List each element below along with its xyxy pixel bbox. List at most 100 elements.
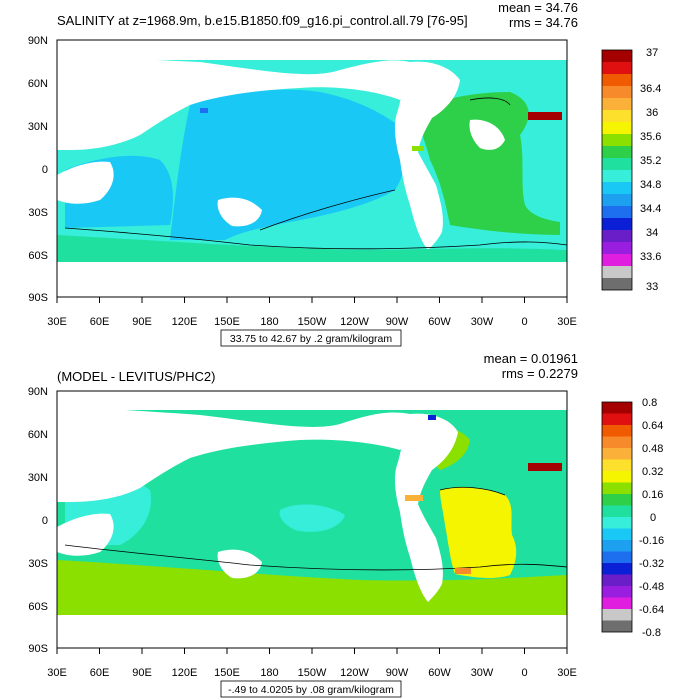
colorbar-label: -0.64 <box>639 604 664 616</box>
colorbar-swatch <box>602 206 632 218</box>
colorbar-swatch <box>602 597 632 609</box>
colorbar: 37 36.4 36 35.6 35.2 34.8 34.4 34 33.6 3… <box>601 47 661 293</box>
lat-tick-label: 90N <box>28 386 48 398</box>
colorbar-swatch <box>602 230 632 242</box>
colorbar-label: 0.64 <box>642 420 663 432</box>
lon-tick-label: 150W <box>298 316 327 328</box>
contour-line <box>259 189 396 231</box>
lon-tick-label: 0 <box>521 667 527 679</box>
arctic-land <box>57 40 567 55</box>
longitude-axis: 30E 60E 90E 120E 150E 180 150W 120W 90W … <box>47 316 577 328</box>
panel-difference: (MODEL - LEVITUS/PHC2) mean = 0.01961 rm… <box>28 351 664 698</box>
range-caption: -.49 to 4.0205 by .08 gram/kilogram <box>228 684 394 696</box>
colorbar-label: 0.8 <box>642 397 657 409</box>
lon-tick-label: 120E <box>172 316 198 328</box>
mid-atlantic-ridge-gap <box>469 119 505 150</box>
lon-tick-label: 60E <box>90 316 110 328</box>
colorbar-swatch <box>602 194 632 206</box>
colorbar-swatch <box>602 62 632 74</box>
southern-ocean-band <box>57 560 567 615</box>
latitude-axis: 90N 60N 30N 0 30S 60S 90S <box>28 35 48 304</box>
colorbar-swatch <box>602 425 632 437</box>
contour-line <box>439 486 506 496</box>
colorbar-swatch <box>602 218 632 230</box>
colorbar-swatch <box>602 620 632 632</box>
range-caption: 33.75 to 42.67 by .2 gram/kilogram <box>230 333 393 345</box>
lon-tick-label: 180 <box>260 316 278 328</box>
antarctica-land <box>57 615 567 648</box>
colorbar-swatch <box>602 540 632 552</box>
lon-tick-label: 90W <box>386 667 409 679</box>
colorbar-swatch <box>602 158 632 170</box>
colorbar-swatch <box>602 98 632 110</box>
colorbar-swatch <box>602 122 632 134</box>
lon-tick-label: 60W <box>428 316 451 328</box>
latitude-axis: 90N 60N 30N 0 30S 60S 90S <box>28 386 48 655</box>
colorbar-label: -0.16 <box>639 535 664 547</box>
blue-patch <box>428 415 436 420</box>
lon-tick-label: 60W <box>428 667 451 679</box>
lat-tick-label: 90N <box>28 35 48 47</box>
rms-label: rms = 34.76 <box>509 15 578 30</box>
longitude-axis: 30E 60E 90E 120E 150E 180 150W 120W 90W … <box>47 667 577 679</box>
colorbar-label: 0 <box>650 512 656 524</box>
eurasia-land <box>57 55 412 150</box>
lat-tick-label: 0 <box>42 515 48 527</box>
atlantic-saline-region <box>415 92 560 235</box>
colorbar-swatch <box>602 74 632 86</box>
colorbar-label: 33 <box>646 281 658 293</box>
tick-marks <box>56 648 568 654</box>
colorbar-swatch <box>602 505 632 517</box>
colorbar-label: 0.16 <box>642 489 663 501</box>
range-caption-box <box>220 329 402 347</box>
colorbar-label: 34 <box>646 227 658 239</box>
lon-tick-label: 60E <box>90 667 110 679</box>
colorbar-swatch <box>602 528 632 540</box>
blue-patch <box>200 108 208 113</box>
lat-tick-label: 60N <box>28 78 48 90</box>
rms-label: rms = 0.2279 <box>502 366 578 381</box>
antarctica-land <box>57 262 567 297</box>
colorbar-swatch <box>602 278 632 290</box>
colorbar-label: 34.8 <box>640 179 661 191</box>
lon-tick-label: 90W <box>386 316 409 328</box>
lon-tick-label: 180 <box>260 667 278 679</box>
colorbar-swatch <box>602 170 632 182</box>
colorbar-swatch <box>602 134 632 146</box>
panel-title: SALINITY at z=1968.9m, b.e15.B1850.f09_g… <box>57 13 468 28</box>
orange-patch <box>455 568 471 574</box>
lon-tick-label: 120W <box>340 667 369 679</box>
colorbar-swatch <box>602 517 632 529</box>
colorbar-swatch <box>602 471 632 483</box>
mean-label: mean = 0.01961 <box>484 351 578 366</box>
lat-tick-label: 30N <box>28 121 48 133</box>
colorbar-swatch <box>602 586 632 598</box>
colorbar-label: 34.4 <box>640 203 661 215</box>
colorbar-label: 35.2 <box>640 155 661 167</box>
colorbar-label: -0.32 <box>639 558 664 570</box>
americas-land <box>394 413 458 602</box>
americas-land <box>394 61 460 250</box>
arctic-land <box>57 391 567 404</box>
colorbar-swatch <box>602 436 632 448</box>
contour-line <box>64 544 568 571</box>
colorbar-label: 0.48 <box>642 443 663 455</box>
lon-tick-label: 0 <box>521 316 527 328</box>
colorbar-swatch <box>602 551 632 563</box>
lon-tick-label: 30E <box>557 316 577 328</box>
africa-east-land <box>57 161 114 204</box>
africa-east-land <box>57 513 114 556</box>
colorbar-label: -0.48 <box>639 581 664 593</box>
lat-tick-label: 90S <box>28 643 48 655</box>
lon-tick-label: 90E <box>132 316 152 328</box>
colorbar-label: 35.6 <box>640 131 661 143</box>
red-sea-patch <box>528 463 562 471</box>
lat-tick-label: 60S <box>28 250 48 262</box>
contour-line <box>469 97 511 106</box>
colorbar-swatch <box>602 110 632 122</box>
colorbar-swatch <box>602 459 632 471</box>
lon-tick-label: 120E <box>172 667 198 679</box>
mean-label: mean = 34.76 <box>498 0 578 15</box>
colorbar-swatch <box>602 413 632 425</box>
